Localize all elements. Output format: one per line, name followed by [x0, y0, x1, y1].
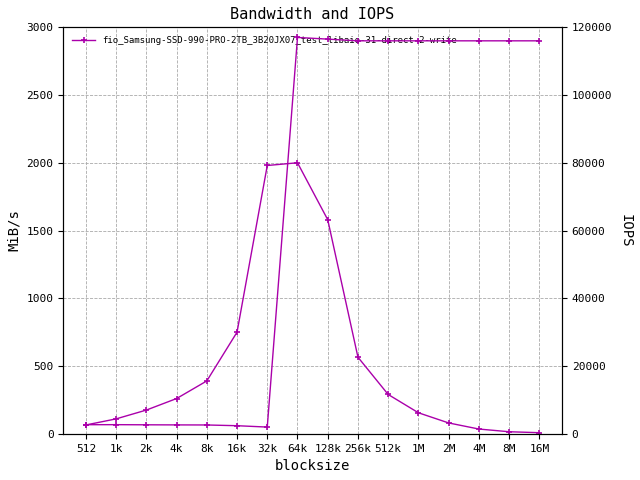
Y-axis label: MiB/s: MiB/s	[7, 210, 21, 252]
X-axis label: blocksize: blocksize	[275, 459, 350, 473]
Legend: fio_Samsung-SSD-990-PRO-2TB_3B20JX07_test_libaio-31-direct-2-write: fio_Samsung-SSD-990-PRO-2TB_3B20JX07_tes…	[68, 32, 461, 50]
Y-axis label: IOPS: IOPS	[619, 214, 633, 247]
Title: Bandwidth and IOPS: Bandwidth and IOPS	[230, 7, 395, 22]
